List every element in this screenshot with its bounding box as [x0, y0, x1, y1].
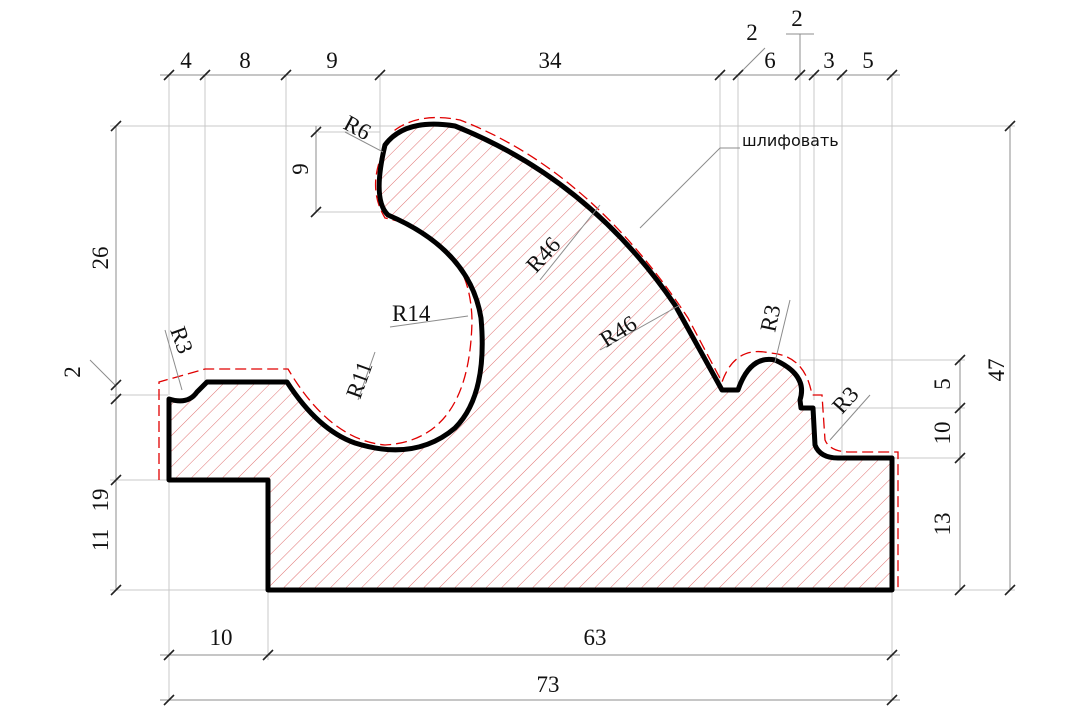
dim-right-47: 47 [984, 359, 1009, 382]
bottom-dimensions: 10 63 73 [210, 625, 607, 697]
radius-r14: R14 [392, 301, 431, 326]
left-dimensions: 26 2 19 11 9 [60, 163, 313, 551]
dim-bottom-73: 73 [537, 672, 560, 697]
radius-r3-bead: R3 [755, 303, 785, 334]
radius-r3-right: R3 [827, 382, 864, 419]
dim-left-26: 26 [88, 247, 113, 270]
dim-right-5: 5 [930, 378, 955, 390]
radius-r11: R11 [341, 358, 377, 402]
allowance-contour [158, 116, 899, 592]
dimension-ticks [110, 69, 1016, 706]
dim-top-34: 34 [539, 48, 563, 73]
dimension-lines [89, 33, 1011, 701]
dim-top-9: 9 [326, 48, 338, 73]
dim-left-11: 11 [88, 529, 113, 551]
dim-right-10: 10 [930, 422, 955, 445]
dim-left-9: 9 [288, 163, 313, 175]
radius-r6: R6 [340, 110, 375, 145]
radius-r3-left: R3 [165, 323, 198, 357]
dim-top-2a: 2 [746, 20, 758, 45]
dim-top-6: 6 [764, 48, 776, 73]
top-dimensions: 4 8 9 34 2 6 2 3 5 [180, 6, 874, 73]
note-sand: шлифовать [742, 131, 839, 150]
dim-left-19: 19 [88, 489, 113, 512]
radius-leaders [164, 131, 871, 441]
dim-left-2: 2 [60, 366, 85, 378]
dim-bottom-10: 10 [210, 625, 233, 650]
profile-outline [166, 121, 895, 593]
dim-bottom-63: 63 [584, 625, 607, 650]
dim-top-5: 5 [862, 48, 874, 73]
dim-top-2b: 2 [791, 6, 803, 31]
dim-top-4: 4 [180, 48, 192, 73]
right-dimensions: 47 5 10 13 [930, 359, 1009, 536]
dim-top-8: 8 [239, 48, 251, 73]
dim-top-3: 3 [823, 48, 835, 73]
dim-right-13: 13 [930, 513, 955, 536]
